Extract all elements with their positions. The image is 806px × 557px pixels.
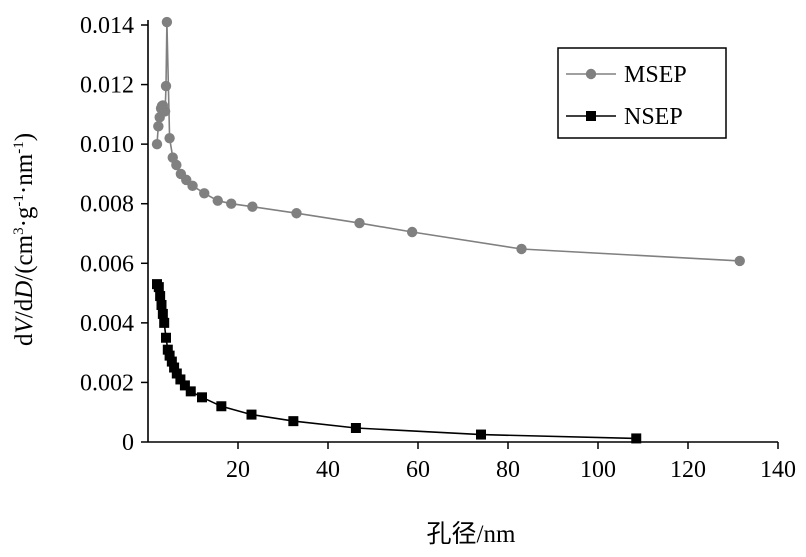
data-point (159, 106, 171, 117)
x-tick-label: 120 (670, 457, 706, 483)
data-point (171, 159, 182, 171)
x-tick-label: 140 (760, 457, 796, 483)
data-point (171, 368, 182, 379)
series-group (151, 16, 745, 444)
y-axis-title-part: /d (11, 298, 38, 318)
data-point (179, 380, 190, 391)
data-point (155, 291, 166, 302)
data-point (197, 392, 207, 403)
data-point (153, 282, 164, 293)
data-point (734, 255, 745, 267)
data-point (199, 188, 210, 199)
data-point (157, 308, 168, 319)
data-point (159, 317, 170, 328)
y-axis-title-part: /(cm (11, 234, 38, 280)
data-point (226, 198, 237, 209)
legend-marker (585, 68, 597, 80)
data-point (476, 429, 486, 440)
y-axis-title-part: -1 (11, 141, 27, 154)
series-nsep (152, 279, 642, 444)
data-point (175, 374, 186, 385)
data-point (516, 243, 527, 255)
y-tick-label: 0.002 (80, 370, 134, 396)
y-tick-label: 0.006 (80, 251, 134, 277)
data-point (406, 226, 418, 238)
data-point (164, 350, 175, 361)
y-tick-label: 0.004 (80, 311, 134, 337)
data-point (162, 344, 173, 355)
y-axis-title-part: ·nm (11, 153, 38, 194)
y-tick-label: 0.010 (80, 132, 134, 158)
y-axis-title-part: D (11, 281, 38, 300)
legend-box (557, 47, 727, 139)
y-tick-label: 0.008 (80, 192, 134, 218)
series-msep (151, 16, 745, 267)
legend-label: NSEP (624, 104, 683, 130)
x-tick-label: 20 (226, 457, 250, 483)
data-point (212, 195, 223, 206)
legend-label: MSEP (624, 62, 687, 88)
y-axis-title-part: ·g (11, 206, 38, 227)
x-tick-label: 60 (406, 457, 430, 483)
axis-ticks: 0 0.002 0.004 0.006 0.008 0.010 0.012 0.014 20 40… (80, 13, 796, 483)
y-tick-label: 0.012 (80, 73, 134, 99)
series-line-nsep (156, 283, 637, 440)
data-point (164, 132, 175, 144)
y-axis-title-part: d (11, 333, 38, 346)
y-axis-title-part: 3 (11, 227, 27, 235)
data-point (291, 208, 302, 219)
data-point (160, 80, 172, 92)
y-tick-label: 0 (122, 430, 134, 456)
y-axis-title-part: -1 (11, 194, 27, 207)
data-point (350, 423, 361, 434)
data-point (631, 433, 642, 444)
data-point (354, 217, 365, 229)
data-point (246, 409, 257, 420)
x-tick-label: 80 (496, 457, 520, 483)
data-point (169, 362, 180, 373)
y-axis-title-part: V (11, 316, 38, 334)
legend: MSEP NSEP (557, 47, 727, 139)
data-point (187, 180, 198, 192)
y-axis-title: dV/dD/(cm3·g-1·nm-1) (11, 133, 38, 346)
data-point (216, 401, 227, 412)
data-point (153, 121, 164, 132)
data-point (161, 332, 171, 343)
data-point (185, 386, 196, 397)
data-point (151, 138, 163, 150)
legend-entry-msep: MSEP (566, 62, 687, 88)
data-point (166, 356, 177, 367)
y-tick-label: 0.014 (80, 13, 134, 39)
legend-entry-nsep: NSEP (566, 104, 683, 130)
data-point (156, 299, 167, 310)
x-tick-label: 40 (316, 457, 340, 483)
data-point (247, 201, 258, 212)
x-axis-title: 孔径/nm (427, 520, 516, 548)
x-tick-label: 100 (580, 457, 616, 483)
data-point (161, 16, 173, 28)
y-axis-title-part: ) (11, 133, 38, 141)
data-point (288, 416, 299, 427)
legend-marker (586, 111, 596, 121)
axes (147, 20, 778, 443)
